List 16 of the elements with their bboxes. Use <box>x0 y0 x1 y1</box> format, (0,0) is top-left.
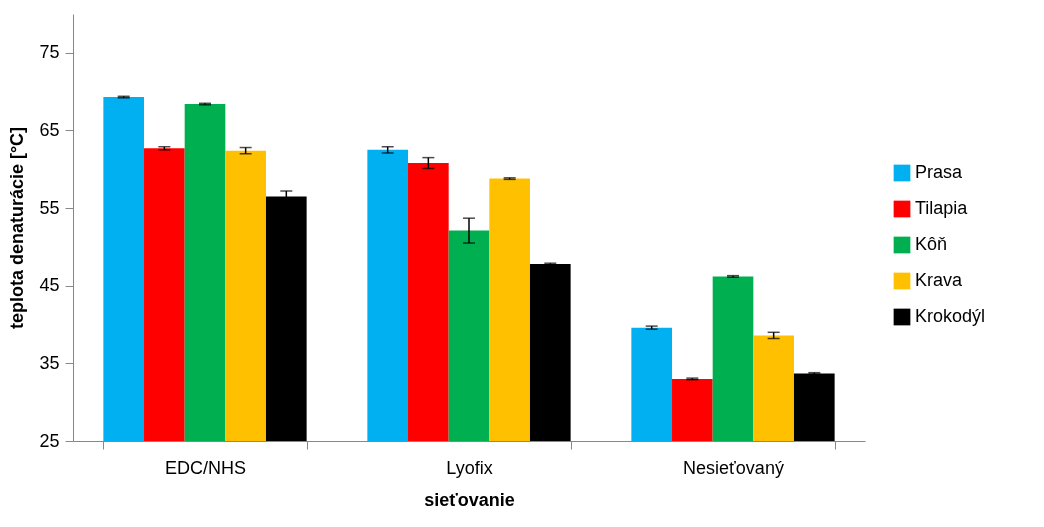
y-tick-label: 55 <box>39 197 60 218</box>
legend-label: Krava <box>915 270 964 290</box>
x-axis-title: sieťovanie <box>424 489 515 510</box>
y-tick-label: 65 <box>39 119 60 140</box>
y-tick-label: 35 <box>39 352 60 373</box>
x-tick-label: EDC/NHS <box>164 457 247 478</box>
legend-label: Tilapia <box>915 198 969 218</box>
x-tick-label: Lyofix <box>446 457 493 478</box>
y-tick-label: 75 <box>39 42 60 63</box>
y-tick-label: 25 <box>39 430 60 451</box>
y-tick-label: 45 <box>39 275 60 296</box>
legend-label: Krokodýl <box>915 306 986 326</box>
legend-label: Prasa <box>915 162 964 182</box>
x-tick-label: Nesieťovaný <box>683 457 784 478</box>
y-axis-title: teplota denaturácie [°C] <box>7 126 28 330</box>
legend-label: Kôň <box>915 234 948 254</box>
